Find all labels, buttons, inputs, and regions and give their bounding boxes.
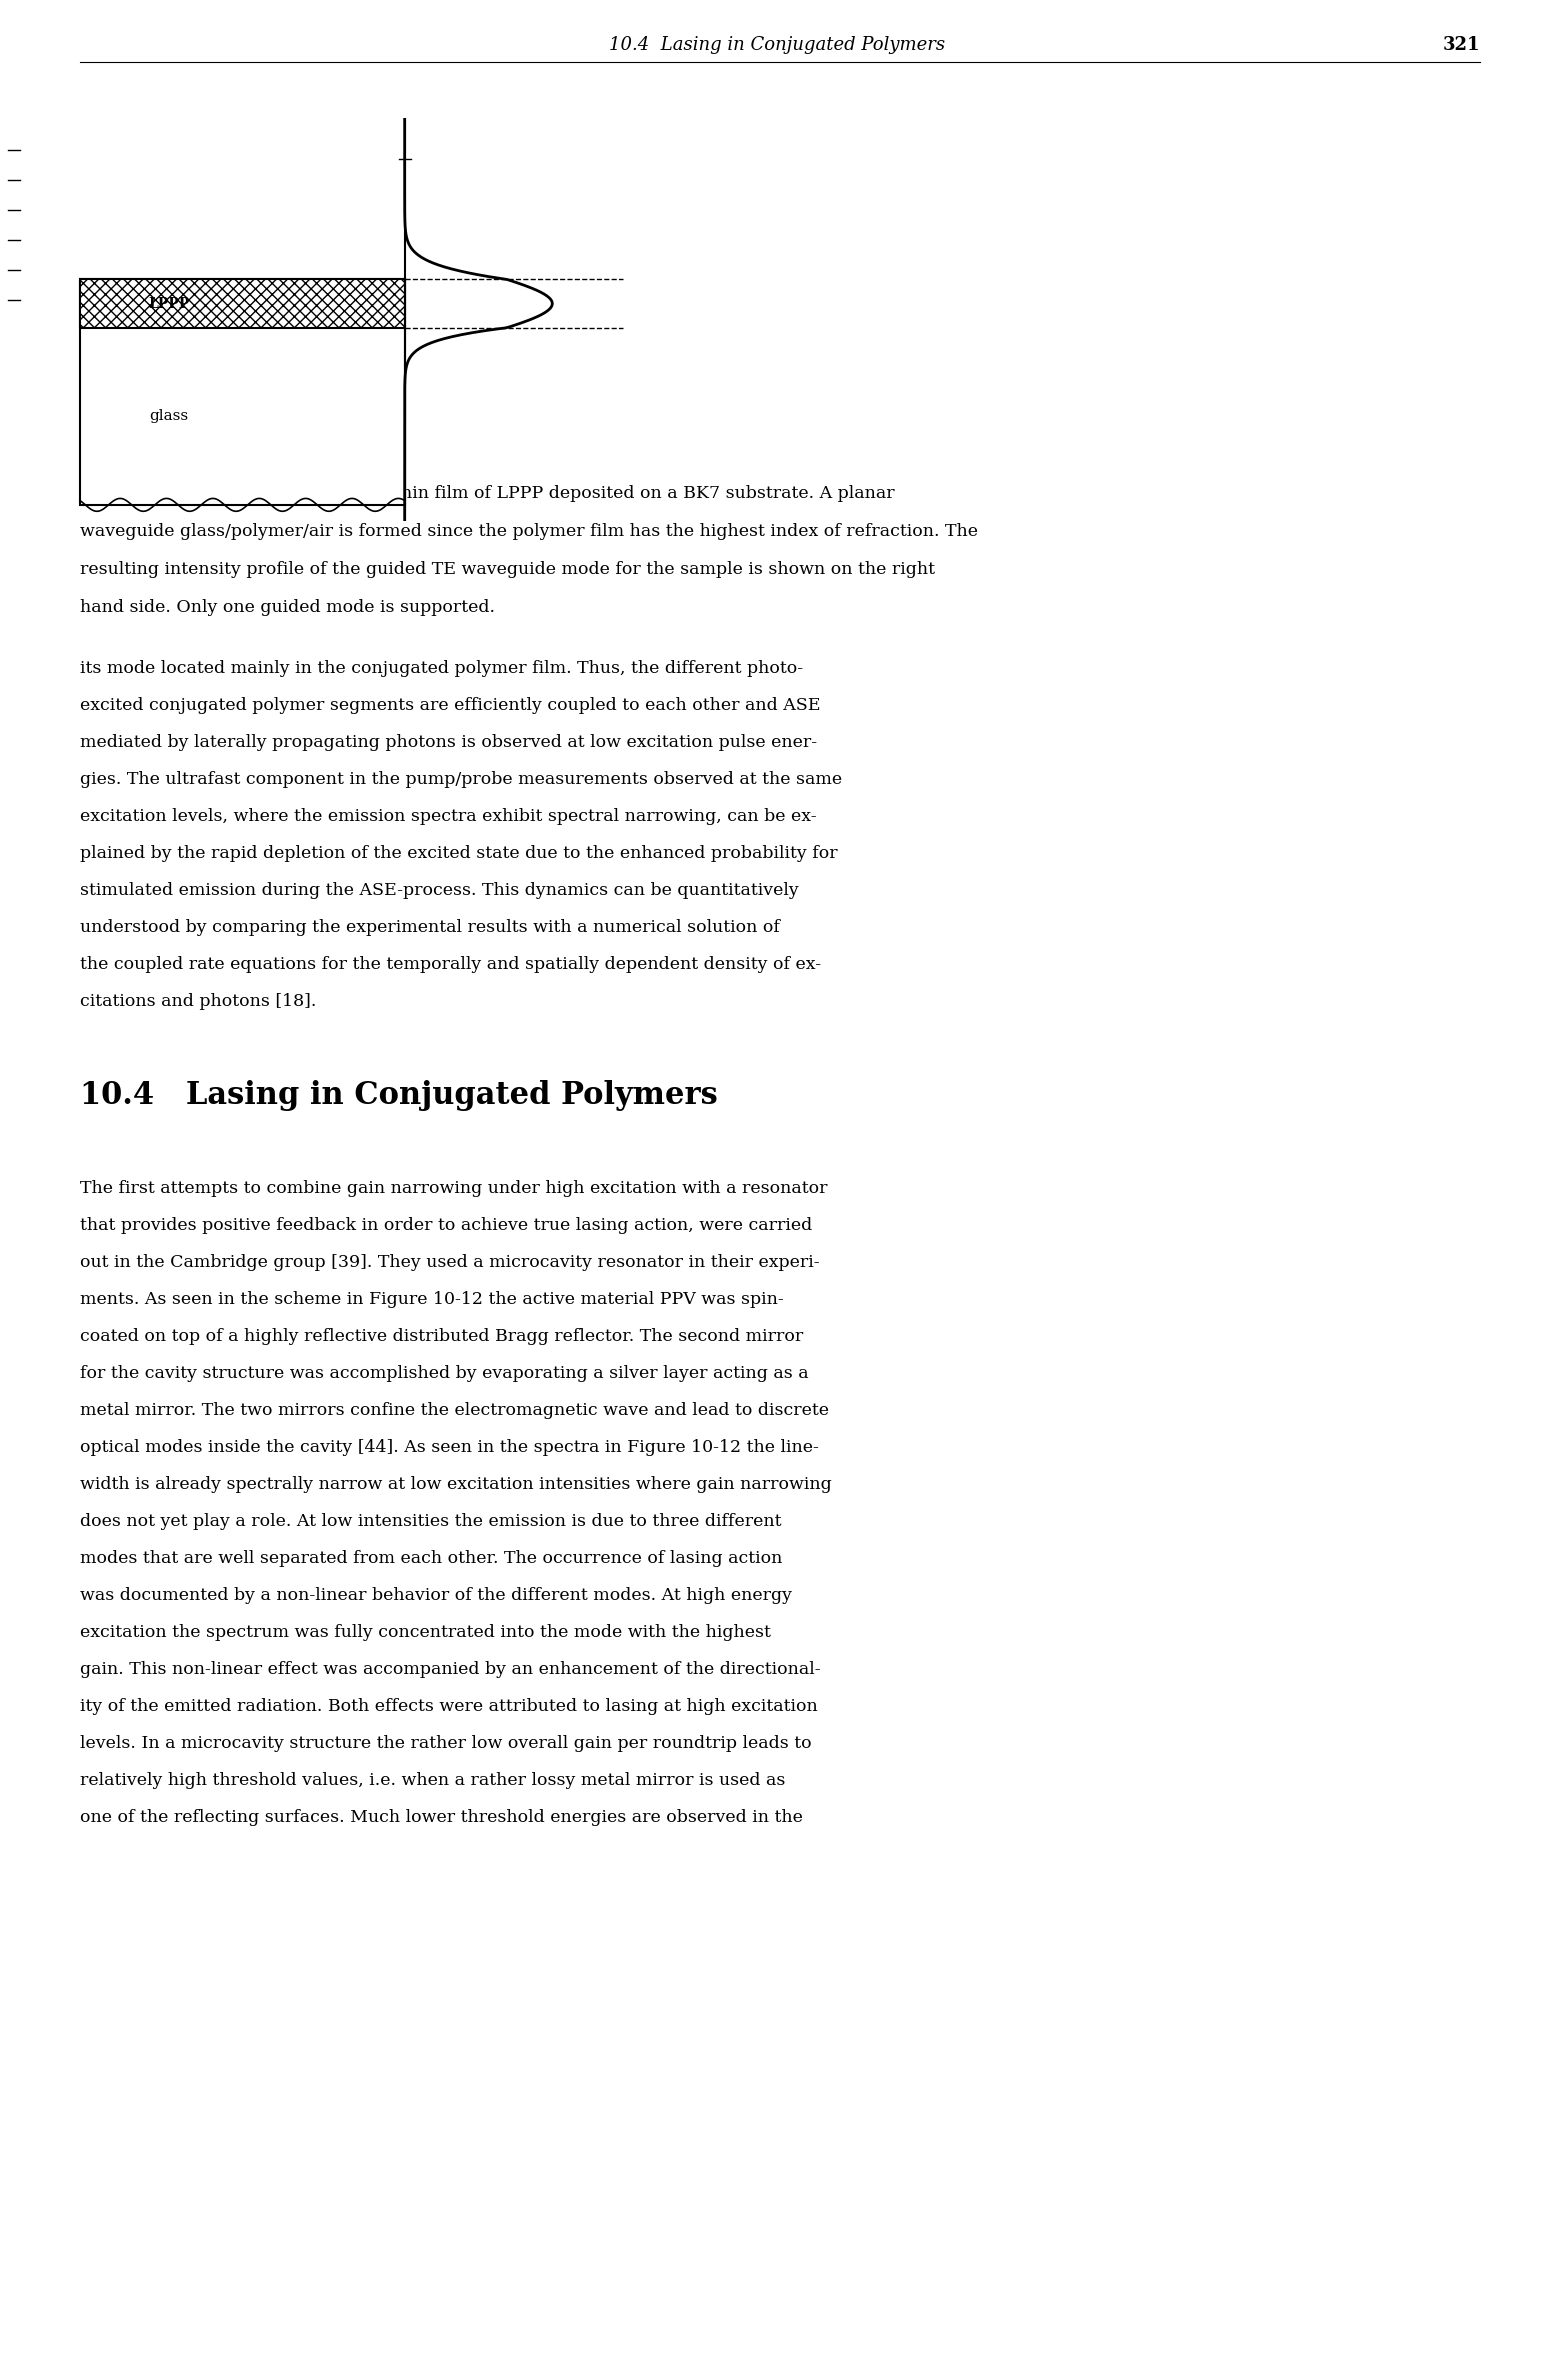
Text: stimulated emission during the ASE-process. This dynamics can be quantitatively: stimulated emission during the ASE-proce… (79, 881, 799, 900)
Text: plained by the rapid depletion of the excited state due to the enhanced probabil: plained by the rapid depletion of the ex… (79, 845, 838, 862)
Text: LPPP: LPPP (148, 296, 190, 310)
Text: was documented by a non-linear behavior of the different modes. At high energy: was documented by a non-linear behavior … (79, 1587, 793, 1603)
Text: 10.4   Lasing in Conjugated Polymers: 10.4 Lasing in Conjugated Polymers (79, 1080, 718, 1111)
Text: Figure 10-11.: Figure 10-11. (79, 485, 213, 502)
Text: The first attempts to combine gain narrowing under high excitation with a resona: The first attempts to combine gain narro… (79, 1179, 827, 1196)
Text: citations and photons [18].: citations and photons [18]. (79, 992, 317, 1011)
Bar (79, 279, 404, 504)
Text: The sample is a 290 nm thin film of LPPP deposited on a BK7 substrate. A planar: The sample is a 290 nm thin film of LPPP… (174, 485, 894, 502)
Text: levels. In a microcavity structure the rather low overall gain per roundtrip lea: levels. In a microcavity structure the r… (79, 1736, 811, 1752)
Text: coated on top of a highly reflective distributed Bragg reflector. The second mir: coated on top of a highly reflective dis… (79, 1328, 803, 1345)
Text: one of the reflecting surfaces. Much lower threshold energies are observed in th: one of the reflecting surfaces. Much low… (79, 1809, 803, 1826)
Text: understood by comparing the experimental results with a numerical solution of: understood by comparing the experimental… (79, 919, 780, 935)
Text: excitation the spectrum was fully concentrated into the mode with the highest: excitation the spectrum was fully concen… (79, 1624, 771, 1641)
Text: its mode located mainly in the conjugated polymer film. Thus, the different phot: its mode located mainly in the conjugate… (79, 661, 803, 677)
Text: excited conjugated polymer segments are efficiently coupled to each other and AS: excited conjugated polymer segments are … (79, 696, 821, 715)
Text: that provides positive feedback in order to achieve true lasing action, were car: that provides positive feedback in order… (79, 1217, 813, 1234)
Text: ity of the emitted radiation. Both effects were attributed to lasing at high exc: ity of the emitted radiation. Both effec… (79, 1698, 817, 1714)
Text: hand side. Only one guided mode is supported.: hand side. Only one guided mode is suppo… (79, 599, 496, 616)
Text: ments. As seen in the scheme in Figure 10-12 the active material PPV was spin-: ments. As seen in the scheme in Figure 1… (79, 1291, 783, 1307)
Text: modes that are well separated from each other. The occurrence of lasing action: modes that are well separated from each … (79, 1551, 782, 1568)
Text: gain. This non-linear effect was accompanied by an enhancement of the directiona: gain. This non-linear effect was accompa… (79, 1660, 821, 1679)
Text: resulting intensity profile of the guided TE waveguide mode for the sample is sh: resulting intensity profile of the guide… (79, 561, 936, 578)
Text: waveguide glass/polymer/air is formed since the polymer film has the highest ind: waveguide glass/polymer/air is formed si… (79, 523, 977, 540)
Text: does not yet play a role. At low intensities the emission is due to three differ: does not yet play a role. At low intensi… (79, 1513, 782, 1530)
Text: excitation levels, where the emission spectra exhibit spectral narrowing, can be: excitation levels, where the emission sp… (79, 807, 816, 824)
Text: gies. The ultrafast component in the pump/probe measurements observed at the sam: gies. The ultrafast component in the pum… (79, 772, 842, 789)
Text: the coupled rate equations for the temporally and spatially dependent density of: the coupled rate equations for the tempo… (79, 957, 821, 973)
Text: relatively high threshold values, i.e. when a rather lossy metal mirror is used : relatively high threshold values, i.e. w… (79, 1771, 785, 1788)
Text: 10.4  Lasing in Conjugated Polymers: 10.4 Lasing in Conjugated Polymers (609, 36, 945, 54)
Text: glass: glass (149, 410, 188, 424)
Bar (79, 279, 404, 327)
Text: metal mirror. The two mirrors confine the electromagnetic wave and lead to discr: metal mirror. The two mirrors confine th… (79, 1402, 828, 1418)
Text: for the cavity structure was accomplished by evaporating a silver layer acting a: for the cavity structure was accomplishe… (79, 1364, 808, 1383)
Text: optical modes inside the cavity [44]. As seen in the spectra in Figure 10-12 the: optical modes inside the cavity [44]. As… (79, 1440, 819, 1456)
Text: mediated by laterally propagating photons is observed at low excitation pulse en: mediated by laterally propagating photon… (79, 734, 817, 751)
Text: width is already spectrally narrow at low excitation intensities where gain narr: width is already spectrally narrow at lo… (79, 1475, 831, 1492)
Text: 321: 321 (1442, 36, 1479, 54)
Text: out in the Cambridge group [39]. They used a microcavity resonator in their expe: out in the Cambridge group [39]. They us… (79, 1255, 819, 1272)
